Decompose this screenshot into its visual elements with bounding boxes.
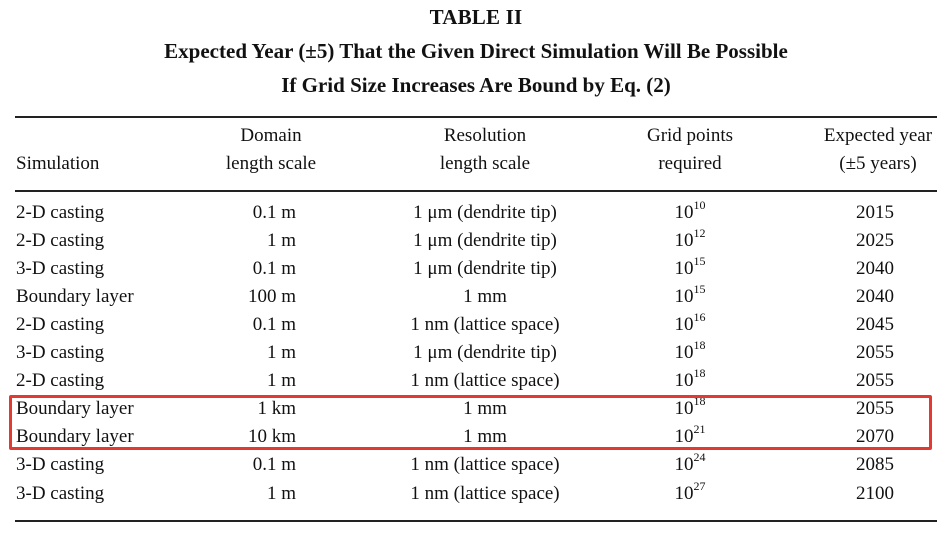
cell-resolution: 1 nm (lattice space) bbox=[380, 367, 590, 395]
cell-year: 2040 bbox=[820, 255, 930, 283]
cell-resolution: 1 nm (lattice space) bbox=[380, 451, 590, 479]
cell-simulation: 2-D casting bbox=[16, 227, 104, 255]
cell-simulation: 2-D casting bbox=[16, 311, 104, 339]
table-caption-line1: Expected Year (±5) That the Given Direct… bbox=[0, 39, 952, 64]
cell-domain: 0.1 m bbox=[196, 311, 296, 339]
grid-exponent: 12 bbox=[694, 226, 706, 240]
cell-domain: 0.1 m bbox=[196, 255, 296, 283]
grid-exponent: 24 bbox=[694, 450, 706, 464]
header-year-line2: (±5 years) bbox=[808, 150, 948, 178]
cell-domain: 1 m bbox=[196, 227, 296, 255]
cell-resolution: 1 nm (lattice space) bbox=[380, 480, 590, 508]
table-row: 3-D casting 1 m 1 nm (lattice space) 102… bbox=[0, 480, 952, 508]
header-grid-line2: required bbox=[628, 150, 752, 178]
cell-resolution: 1 μm (dendrite tip) bbox=[380, 199, 590, 227]
cell-resolution: 1 μm (dendrite tip) bbox=[380, 227, 590, 255]
cell-simulation: 3-D casting bbox=[16, 339, 104, 367]
header-year-line1: Expected year bbox=[808, 122, 948, 150]
grid-base: 10 bbox=[675, 258, 694, 279]
header-resolution: Resolution length scale bbox=[400, 122, 570, 178]
cell-grid: 1010 bbox=[640, 199, 740, 227]
table-row: Boundary layer 100 m 1 mm 1015 2040 bbox=[0, 283, 952, 311]
cell-year: 2055 bbox=[820, 367, 930, 395]
header-year: Expected year (±5 years) bbox=[808, 122, 948, 178]
header-domain-line1: Domain bbox=[196, 122, 346, 150]
cell-simulation: 3-D casting bbox=[16, 451, 104, 479]
table-row: 3-D casting 0.1 m 1 μm (dendrite tip) 10… bbox=[0, 255, 952, 283]
cell-grid: 1024 bbox=[640, 451, 740, 479]
cell-year: 2045 bbox=[820, 311, 930, 339]
table-number: TABLE II bbox=[0, 5, 952, 30]
header-rule bbox=[15, 190, 937, 192]
cell-domain: 1 m bbox=[196, 367, 296, 395]
grid-base: 10 bbox=[675, 483, 694, 504]
cell-grid: 1027 bbox=[640, 480, 740, 508]
grid-base: 10 bbox=[675, 202, 694, 223]
header-simulation: Simulation bbox=[16, 150, 99, 178]
cell-year: 2085 bbox=[820, 451, 930, 479]
bottom-rule bbox=[15, 520, 937, 522]
grid-exponent: 18 bbox=[694, 366, 706, 380]
table-row: 3-D casting 0.1 m 1 nm (lattice space) 1… bbox=[0, 451, 952, 479]
table-row: 2-D casting 0.1 m 1 nm (lattice space) 1… bbox=[0, 311, 952, 339]
cell-domain: 1 m bbox=[196, 339, 296, 367]
cell-grid: 1012 bbox=[640, 227, 740, 255]
highlight-box bbox=[9, 395, 932, 450]
table-row: 3-D casting 1 m 1 μm (dendrite tip) 1018… bbox=[0, 339, 952, 367]
table-row: 2-D casting 0.1 m 1 μm (dendrite tip) 10… bbox=[0, 199, 952, 227]
top-rule bbox=[15, 116, 937, 118]
cell-year: 2040 bbox=[820, 283, 930, 311]
cell-year: 2025 bbox=[820, 227, 930, 255]
header-simulation-label: Simulation bbox=[16, 150, 99, 178]
cell-grid: 1018 bbox=[640, 367, 740, 395]
cell-grid: 1018 bbox=[640, 339, 740, 367]
cell-year: 2100 bbox=[820, 480, 930, 508]
header-resolution-line2: length scale bbox=[400, 150, 570, 178]
grid-exponent: 15 bbox=[694, 282, 706, 296]
grid-base: 10 bbox=[675, 230, 694, 251]
header-grid-line1: Grid points bbox=[628, 122, 752, 150]
grid-base: 10 bbox=[675, 286, 694, 307]
cell-grid: 1015 bbox=[640, 255, 740, 283]
table-caption-line2: If Grid Size Increases Are Bound by Eq. … bbox=[0, 73, 952, 98]
cell-domain: 0.1 m bbox=[196, 451, 296, 479]
cell-grid: 1015 bbox=[640, 283, 740, 311]
cell-resolution: 1 nm (lattice space) bbox=[380, 311, 590, 339]
table-row: 2-D casting 1 m 1 μm (dendrite tip) 1012… bbox=[0, 227, 952, 255]
grid-base: 10 bbox=[675, 314, 694, 335]
grid-base: 10 bbox=[675, 454, 694, 475]
header-domain-line2: length scale bbox=[196, 150, 346, 178]
grid-exponent: 15 bbox=[694, 254, 706, 268]
cell-simulation: Boundary layer bbox=[16, 283, 134, 311]
cell-grid: 1016 bbox=[640, 311, 740, 339]
cell-simulation: 2-D casting bbox=[16, 199, 104, 227]
cell-resolution: 1 μm (dendrite tip) bbox=[380, 255, 590, 283]
cell-resolution: 1 μm (dendrite tip) bbox=[380, 339, 590, 367]
cell-year: 2055 bbox=[820, 339, 930, 367]
cell-domain: 100 m bbox=[196, 283, 296, 311]
grid-exponent: 27 bbox=[694, 479, 706, 493]
cell-simulation: 2-D casting bbox=[16, 367, 104, 395]
header-domain: Domain length scale bbox=[196, 122, 346, 178]
grid-exponent: 18 bbox=[694, 338, 706, 352]
cell-simulation: 3-D casting bbox=[16, 255, 104, 283]
grid-base: 10 bbox=[675, 370, 694, 391]
grid-base: 10 bbox=[675, 342, 694, 363]
grid-exponent: 16 bbox=[694, 310, 706, 324]
cell-resolution: 1 mm bbox=[380, 283, 590, 311]
table-row: 2-D casting 1 m 1 nm (lattice space) 101… bbox=[0, 367, 952, 395]
header-resolution-line1: Resolution bbox=[400, 122, 570, 150]
cell-domain: 1 m bbox=[196, 480, 296, 508]
header-grid: Grid points required bbox=[628, 122, 752, 178]
cell-simulation: 3-D casting bbox=[16, 480, 104, 508]
cell-year: 2015 bbox=[820, 199, 930, 227]
cell-domain: 0.1 m bbox=[196, 199, 296, 227]
grid-exponent: 10 bbox=[694, 198, 706, 212]
